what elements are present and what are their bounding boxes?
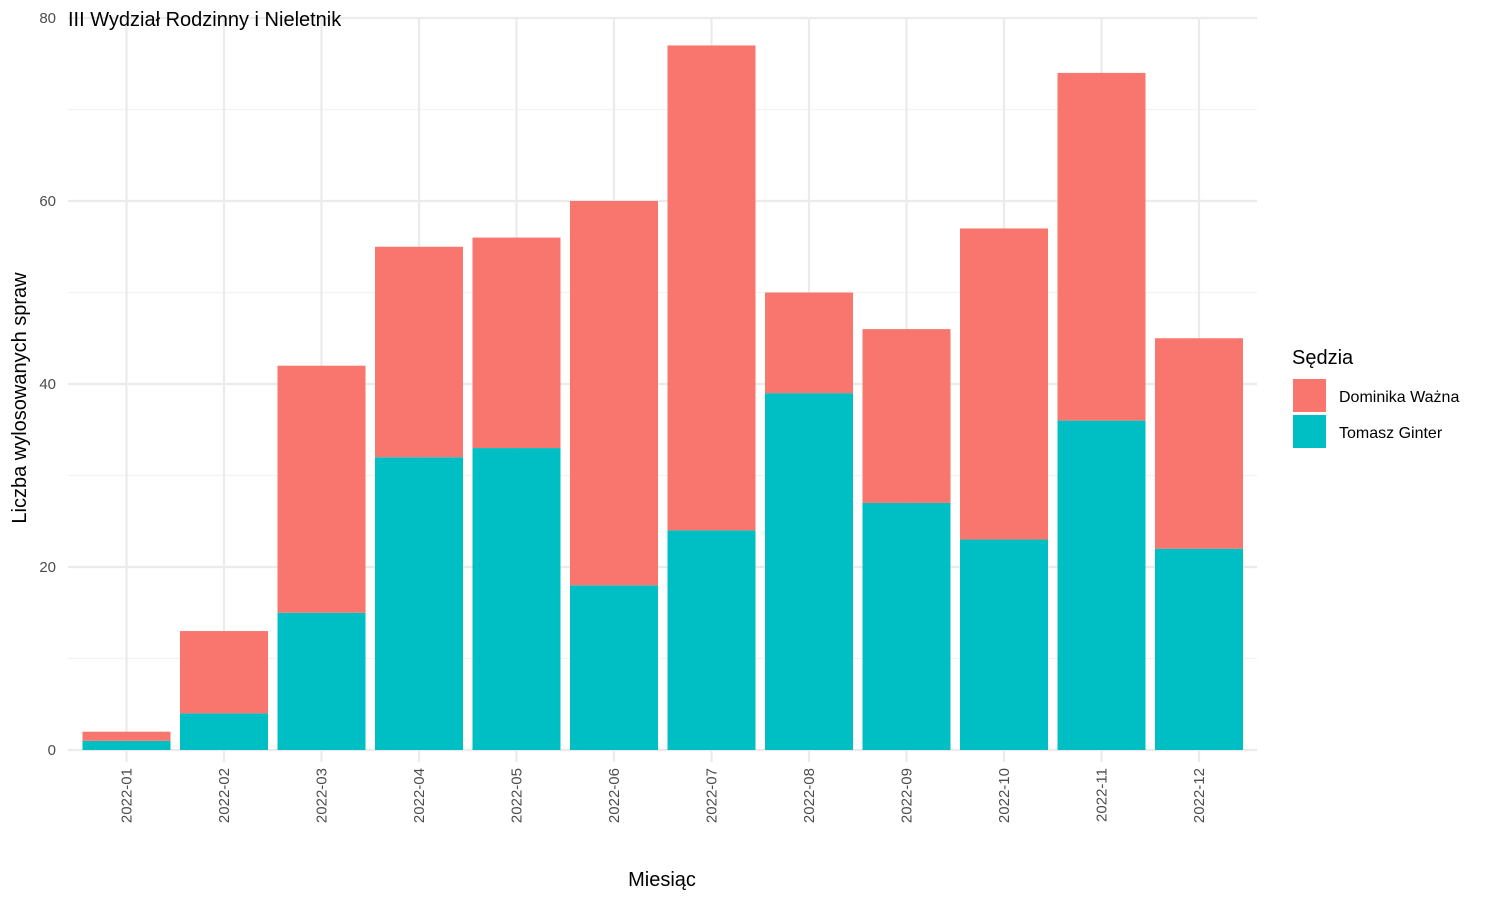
legend: Sędzia Dominika Ważna Tomasz Ginter xyxy=(1292,347,1459,448)
bar-segment xyxy=(472,448,561,750)
bar-segment xyxy=(862,502,951,750)
bar-segment xyxy=(765,292,853,394)
bars xyxy=(82,45,1243,750)
bar-segment xyxy=(375,246,463,458)
x-tick-label: 2022-08 xyxy=(801,768,818,823)
x-tick-label: 2022-12 xyxy=(1191,768,1208,823)
x-tick-label: 2022-06 xyxy=(606,768,623,823)
legend-key xyxy=(1293,379,1326,412)
bar-segment xyxy=(960,539,1048,750)
bar-segment xyxy=(375,457,463,750)
bar-segment xyxy=(765,393,853,750)
legend-label: Tomasz Ginter xyxy=(1339,425,1443,442)
bar-segment xyxy=(862,329,951,503)
x-tick-label: 2022-07 xyxy=(704,768,721,823)
bar-segment xyxy=(1155,548,1243,750)
bar-segment xyxy=(570,585,658,750)
bar-segment xyxy=(1155,338,1243,549)
bar-segment xyxy=(180,631,268,714)
y-tick-label: 20 xyxy=(39,559,56,576)
legend-key xyxy=(1293,415,1326,448)
bar-segment xyxy=(277,365,366,613)
chart-title: III Wydział Rodzinny i Nieletnik xyxy=(68,9,342,31)
x-tick-label: 2022-11 xyxy=(1094,768,1111,822)
legend-label: Dominika Ważna xyxy=(1339,389,1459,406)
y-axis-title: Liczba wylosowanych spraw xyxy=(9,272,31,524)
y-axis-ticks: 0 20 40 60 80 xyxy=(39,10,56,759)
bar-segment xyxy=(667,530,756,750)
x-tick-label: 2022-04 xyxy=(411,768,428,823)
y-tick-label: 0 xyxy=(48,742,56,759)
x-tick-label: 2022-03 xyxy=(314,768,331,823)
bar-segment xyxy=(180,713,268,750)
x-tick-label: 2022-10 xyxy=(996,768,1013,823)
bar-segment xyxy=(667,45,756,531)
y-tick-label: 60 xyxy=(39,193,56,210)
y-tick-label: 40 xyxy=(39,376,56,393)
bar-segment xyxy=(960,228,1048,540)
x-tick-label: 2022-02 xyxy=(216,768,233,823)
y-tick-label: 80 xyxy=(39,10,56,27)
x-axis-title: Miesiąc xyxy=(628,869,696,891)
bar-segment xyxy=(570,201,658,586)
x-axis-ticks: 2022-01 2022-02 2022-03 2022-04 2022-05 2022-… xyxy=(119,768,1209,823)
bar-segment xyxy=(82,740,171,750)
bar-segment xyxy=(277,612,366,750)
x-tick-label: 2022-01 xyxy=(119,768,136,823)
legend-title: Sędzia xyxy=(1292,347,1354,369)
bar-segment xyxy=(1057,72,1146,421)
x-tick-label: 2022-09 xyxy=(899,768,916,823)
bar-segment xyxy=(1057,420,1146,750)
bar-segment xyxy=(82,731,171,741)
x-tick-label: 2022-05 xyxy=(509,768,526,823)
bar-segment xyxy=(472,237,561,449)
